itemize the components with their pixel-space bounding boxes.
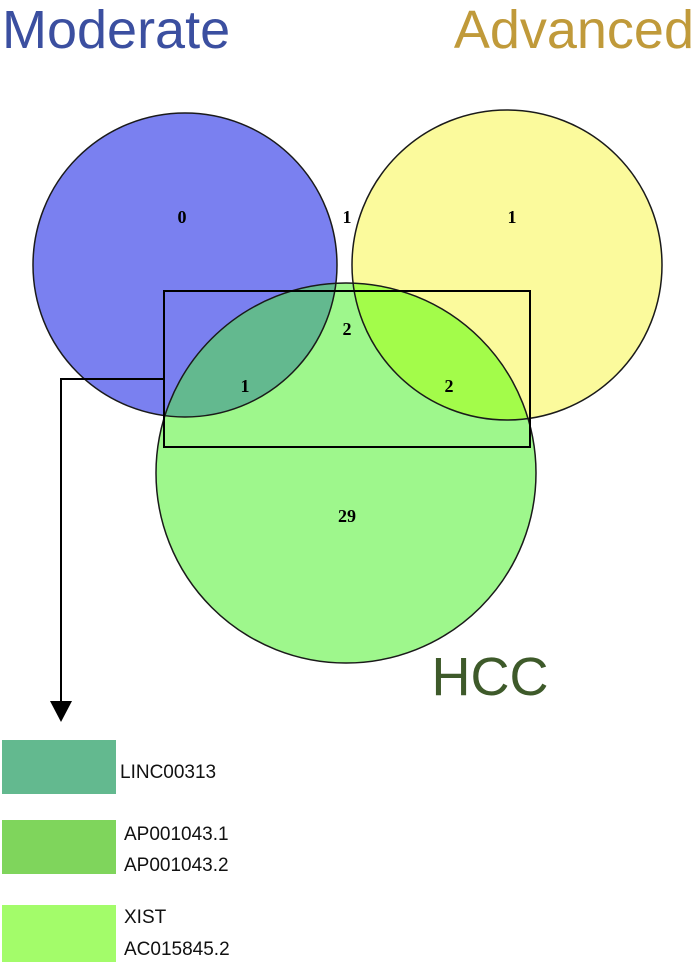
callout-arrowhead: [50, 701, 72, 722]
legend-item-2-line-1: AP001043.1: [124, 824, 229, 845]
moderate-outline: [32, 112, 338, 418]
legend-swatch-3: [2, 905, 116, 962]
count-all-three: 2: [343, 319, 352, 339]
legend-swatch-1: [2, 740, 116, 794]
hcc-outline: [155, 282, 537, 664]
callout-line: [60, 378, 164, 702]
legend-item-1-line-1: LINC00313: [120, 762, 216, 783]
legend-item-3-line-1: XIST: [124, 907, 167, 928]
advanced-set-label: Advanced: [454, 0, 694, 60]
count-advanced-hcc: 2: [445, 376, 454, 396]
legend-swatch-2: [2, 820, 116, 874]
count-moderate-only: 0: [178, 207, 187, 227]
count-hcc-only: 29: [338, 506, 356, 526]
count-moderate-advanced: 1: [343, 207, 352, 227]
legend-item-3-line-2: AC015845.2: [124, 939, 230, 960]
advanced-outline: [351, 109, 663, 421]
highlight-box: [163, 290, 531, 448]
advanced-hcc-overlap: [352, 283, 536, 420]
moderate-set-label: Moderate: [2, 0, 230, 60]
count-moderate-hcc: 1: [241, 376, 250, 396]
legend-item-2-line-2: AP001043.2: [124, 855, 229, 876]
count-advanced-only: 1: [508, 207, 517, 227]
hcc-set-label: HCC: [432, 647, 549, 707]
moderate-hcc-overlap: [156, 283, 337, 417]
